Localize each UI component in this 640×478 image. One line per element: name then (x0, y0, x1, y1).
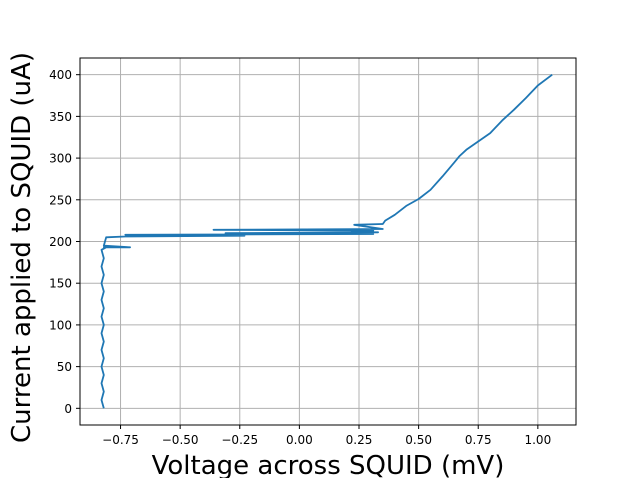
x-tick-label: −0.25 (221, 433, 258, 447)
y-tick-label: 50 (57, 360, 72, 374)
x-axis: −0.75 −0.50 −0.25 0.00 0.25 0.50 0.75 1.00 (102, 425, 551, 447)
y-axis: 0 50 100 150 200 250 300 350 400 (49, 68, 80, 416)
x-tick-label: 0.75 (465, 433, 492, 447)
x-tick-label: 0.00 (286, 433, 313, 447)
x-axis-title: Voltage across SQUID (mV) (152, 451, 505, 478)
y-tick-label: 300 (49, 152, 72, 166)
y-axis-title: Current applied to SQUID (uA) (7, 52, 37, 443)
y-tick-label: 200 (49, 235, 72, 249)
grid (80, 58, 576, 425)
y-tick-label: 250 (49, 193, 72, 207)
x-tick-label: 0.50 (405, 433, 432, 447)
x-tick-label: 0.25 (346, 433, 373, 447)
x-tick-label: −0.75 (102, 433, 139, 447)
x-tick-label: 1.00 (524, 433, 551, 447)
series-line (100, 73, 553, 409)
y-tick-label: 150 (49, 277, 72, 291)
y-tick-label: 0 (64, 402, 72, 416)
x-tick-label: −0.50 (162, 433, 199, 447)
y-tick-label: 400 (49, 68, 72, 82)
y-tick-label: 350 (49, 110, 72, 124)
y-tick-label: 100 (49, 318, 72, 332)
